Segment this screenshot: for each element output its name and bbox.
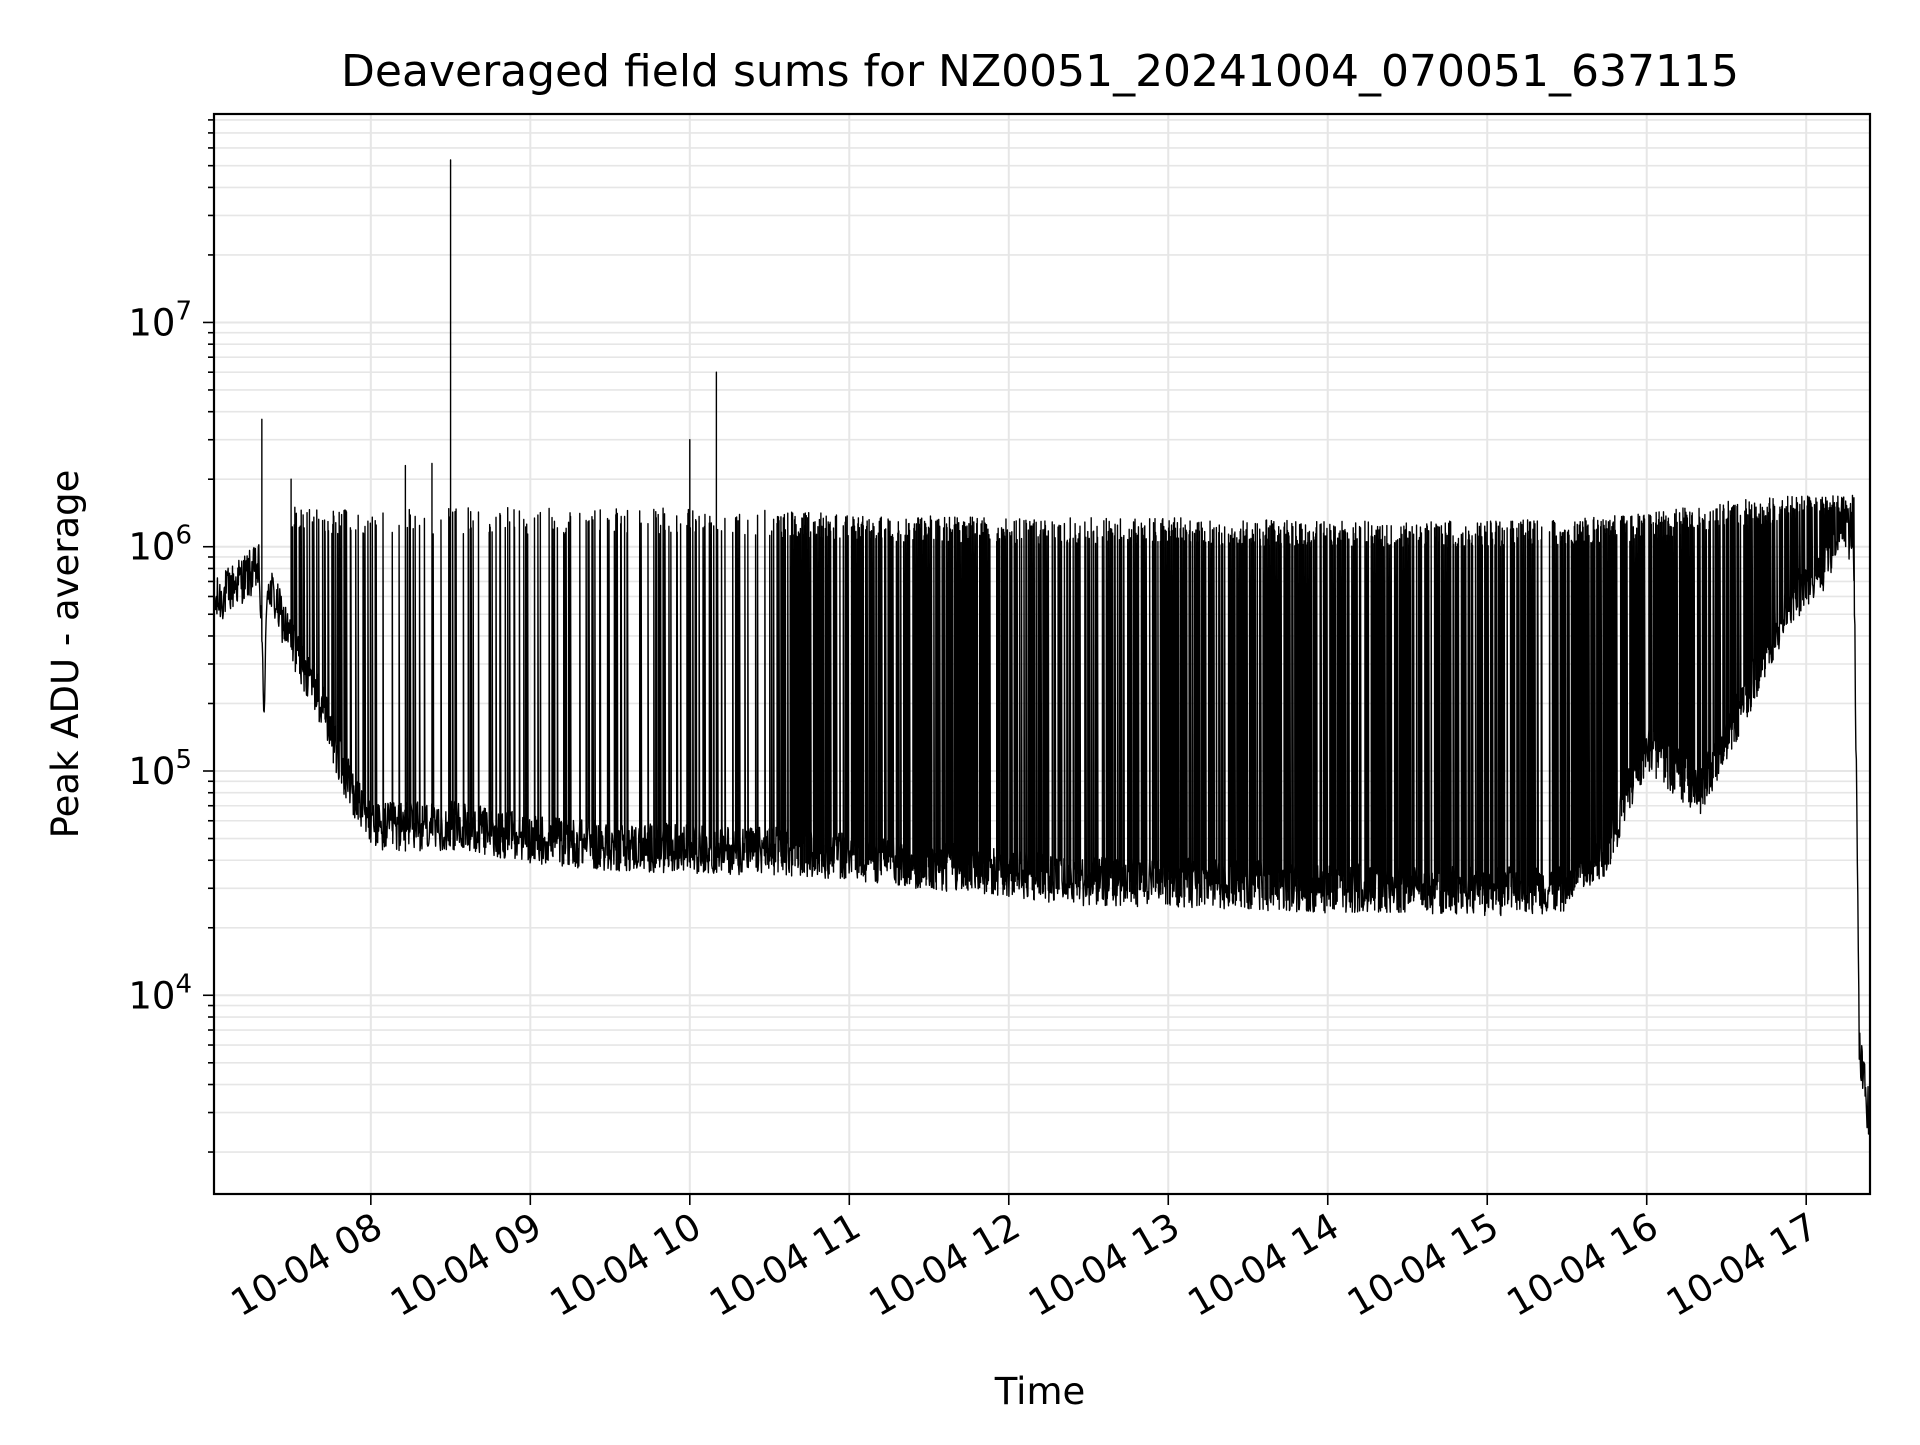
plot-area bbox=[214, 159, 1870, 1135]
y-tick-label: 107 bbox=[128, 296, 192, 344]
y-axis-ticks: 104 105 106 107 bbox=[128, 119, 214, 1153]
series-line bbox=[214, 159, 1870, 1135]
y-tick-label: 105 bbox=[128, 745, 192, 793]
plot-frame bbox=[212, 112, 1872, 1196]
chart-title: Deaveraged field sums for NZ0051_2024100… bbox=[341, 46, 1739, 97]
x-axis-label: Time bbox=[994, 1370, 1086, 1413]
y-axis-label: Peak ADU - average bbox=[44, 470, 87, 839]
y-tick-label: 104 bbox=[128, 969, 192, 1017]
y-tick-label: 106 bbox=[128, 521, 192, 569]
